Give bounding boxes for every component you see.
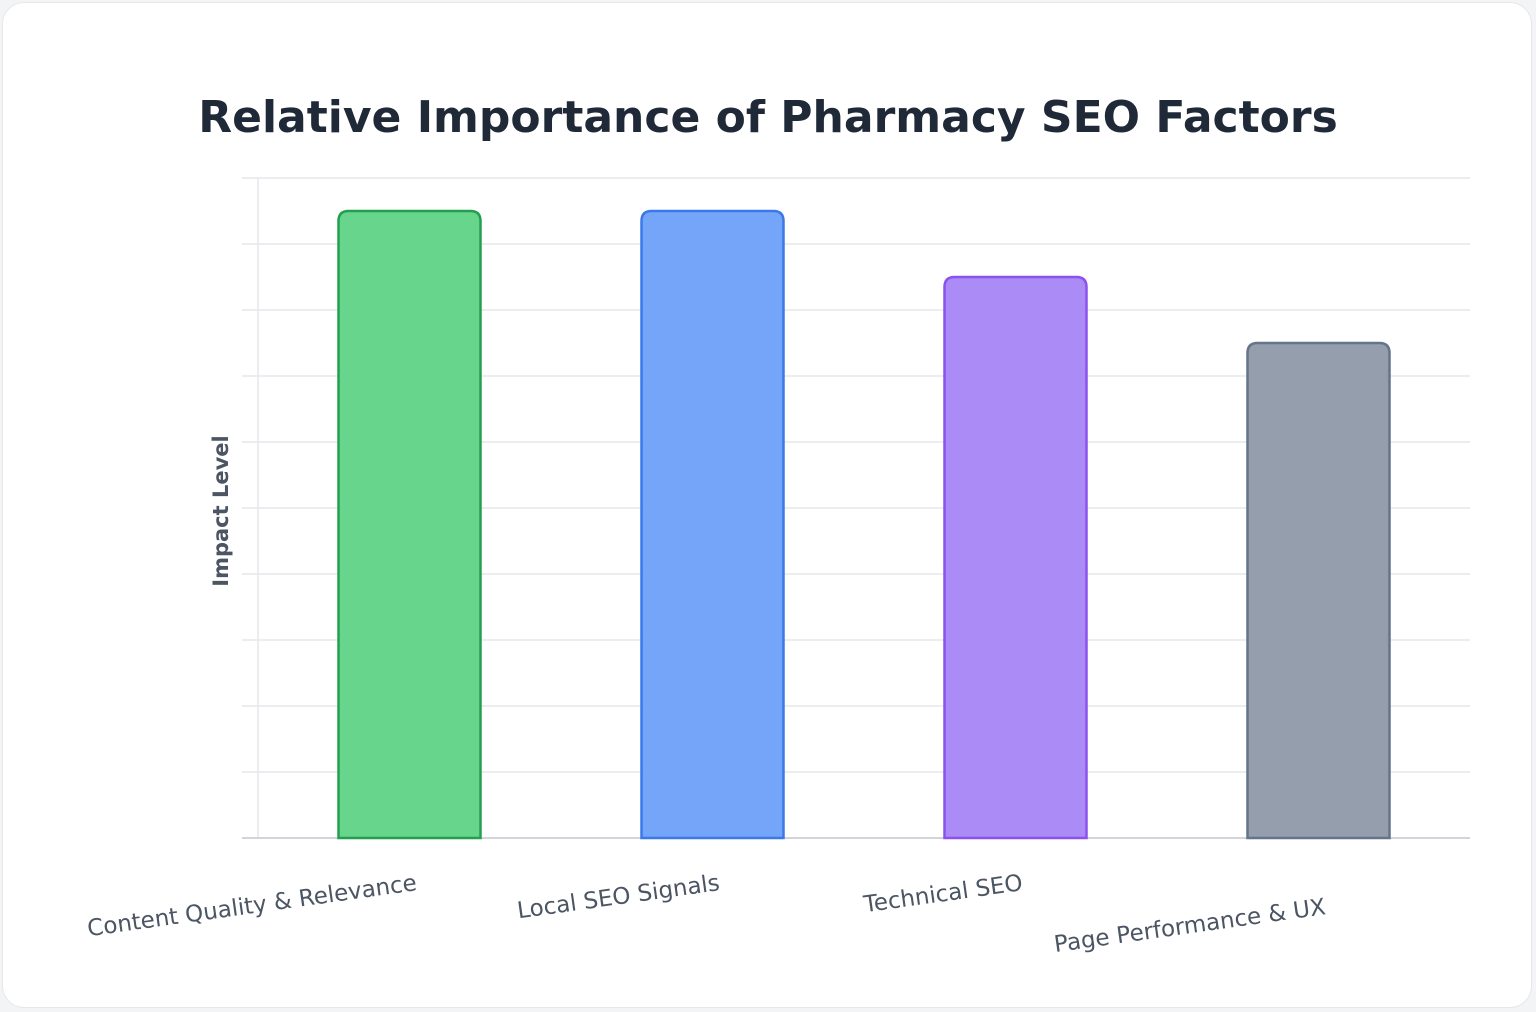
x-tick-label: Page Performance & UX <box>1052 894 1327 958</box>
chart-title: Relative Importance of Pharmacy SEO Fact… <box>198 92 1338 143</box>
x-tick-label: Technical SEO <box>861 870 1024 918</box>
y-axis-title: Impact Level <box>209 435 233 586</box>
bar-local-seo-signals[interactable] <box>640 209 785 840</box>
bars <box>337 209 1391 840</box>
x-tick-labels: Content Quality & Relevance Local SEO Sig… <box>86 870 1328 958</box>
bar-page-performance-ux[interactable] <box>1246 341 1391 840</box>
bar-technical-seo[interactable] <box>943 275 1088 840</box>
bar-content-quality-relevance[interactable] <box>337 209 482 840</box>
x-tick-label: Content Quality & Relevance <box>86 870 419 942</box>
x-tick-label: Local SEO Signals <box>516 870 722 924</box>
